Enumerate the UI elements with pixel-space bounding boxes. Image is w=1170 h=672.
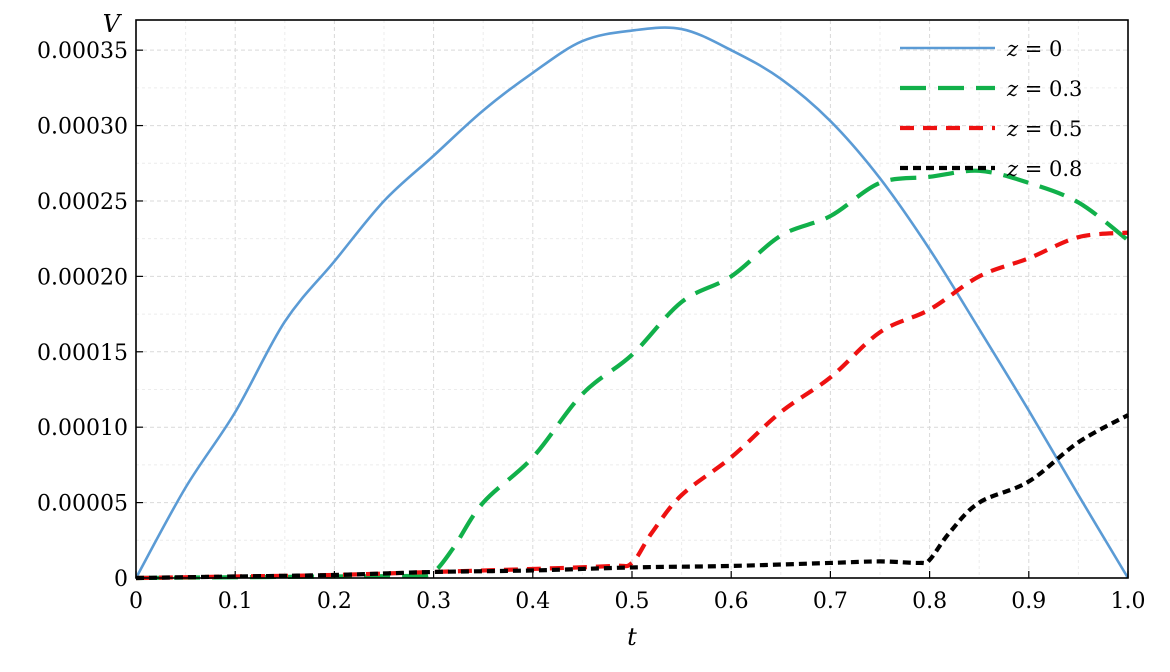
y-tick-label: 0.00035 (37, 39, 128, 64)
series-lines (134, 26, 1130, 581)
legend-variable: z (1006, 117, 1019, 141)
series-line (135, 168, 1130, 581)
x-tick-label: 0.3 (416, 589, 451, 614)
x-tick-label: 1.0 (1111, 589, 1146, 614)
legend-label: z = 0 (1006, 37, 1062, 61)
x-axis-label: t (627, 623, 637, 651)
x-tick-label: 0.6 (714, 589, 749, 614)
x-tick-label: 0 (129, 589, 143, 614)
legend-value: = 0 (1018, 37, 1062, 61)
y-tick-label: 0.00030 (37, 115, 128, 140)
y-axis-label: V (103, 10, 123, 38)
x-tick-label: 0.2 (317, 589, 352, 614)
legend-value: = 0.3 (1018, 77, 1082, 101)
x-tick-label: 0.4 (515, 589, 550, 614)
y-tick-label: 0.00015 (37, 341, 128, 366)
series-line (135, 413, 1130, 581)
grid (135, 20, 1129, 579)
legend-value: = 0.5 (1018, 117, 1082, 141)
legend-variable: z (1006, 157, 1019, 181)
legend-label: z = 0.3 (1006, 77, 1082, 101)
series-line (134, 26, 1130, 579)
legend: z = 0z = 0.3z = 0.5z = 0.8 (900, 37, 1082, 181)
x-tick-label: 0.8 (912, 589, 947, 614)
series-line (135, 230, 1129, 581)
legend-label: z = 0.5 (1006, 117, 1082, 141)
x-tick-label: 0.1 (218, 589, 253, 614)
legend-variable: z (1006, 37, 1019, 61)
x-tick-label: 0.5 (615, 589, 650, 614)
legend-variable: z (1006, 77, 1019, 101)
y-tick-label: 0.00020 (37, 265, 128, 290)
x-tick-label: 0.9 (1011, 589, 1046, 614)
y-tick-label: 0 (114, 567, 128, 592)
x-tick-label: 0.7 (813, 589, 848, 614)
axis-ticks: 0 0.1 0.2 0.3 0.4 0.5 0.6 0.7 0.8 0.9 1.0 0 0.00005 0… (37, 39, 1145, 614)
y-tick-label: 0.00010 (37, 416, 128, 441)
y-tick-label: 0.00025 (37, 190, 128, 215)
legend-label: z = 0.8 (1006, 157, 1082, 181)
legend-value: = 0.8 (1018, 157, 1082, 181)
y-tick-label: 0.00005 (37, 492, 128, 517)
